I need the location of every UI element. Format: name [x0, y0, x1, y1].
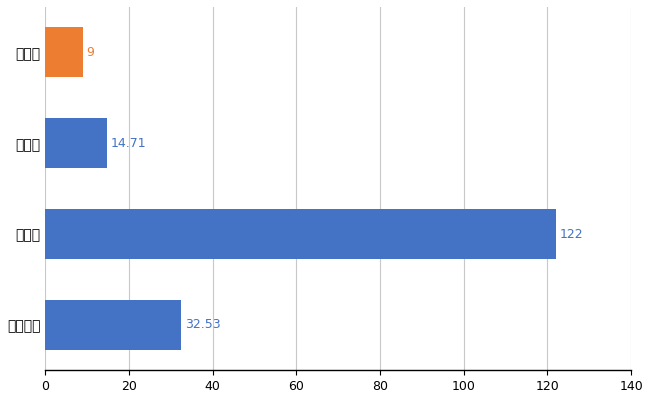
- Text: 9: 9: [86, 46, 94, 59]
- Bar: [46, 209, 556, 259]
- Text: 32.53: 32.53: [185, 318, 220, 332]
- Bar: [46, 300, 181, 350]
- Text: 14.71: 14.71: [111, 137, 146, 150]
- Bar: [46, 27, 83, 77]
- Bar: [46, 118, 107, 168]
- Text: 122: 122: [559, 228, 583, 240]
